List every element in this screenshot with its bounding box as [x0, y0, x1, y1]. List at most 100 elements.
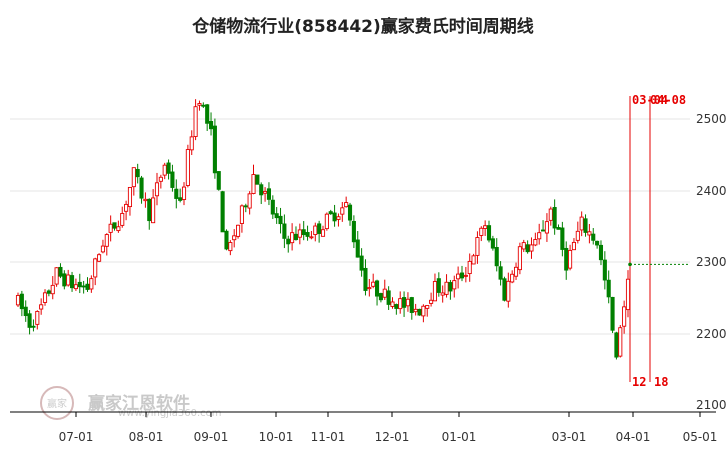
candle: [390, 297, 395, 309]
candle-body: [510, 273, 515, 283]
candle: [506, 272, 511, 308]
candle-body: [270, 199, 275, 215]
candle-body: [502, 278, 507, 301]
fib-date-label: 03-04: [632, 93, 668, 107]
candle-body: [181, 186, 187, 201]
candle-body: [614, 332, 619, 358]
candle: [359, 248, 364, 277]
candle: [54, 267, 59, 287]
candle-body: [35, 310, 40, 325]
candle-body: [378, 293, 383, 301]
candle: [398, 291, 403, 314]
candle-body: [575, 230, 580, 241]
candle: [23, 300, 28, 322]
candle-body: [598, 244, 604, 261]
candle-body: [421, 305, 426, 317]
candle-body: [363, 267, 368, 291]
candle: [502, 276, 507, 302]
candle: [93, 257, 98, 286]
y-tick-label: 2300: [696, 255, 726, 269]
candle: [417, 308, 422, 316]
candle: [498, 261, 503, 286]
candle: [486, 220, 492, 243]
candle-body: [336, 216, 341, 220]
candle-body: [494, 247, 499, 267]
candle-body: [560, 227, 565, 250]
candle: [15, 292, 21, 307]
x-axis: 07-01 08-01 09-01 10-01 11-01 12-01 01-01 03-01…: [10, 411, 717, 444]
candle-body: [506, 280, 511, 302]
candle: [77, 273, 82, 294]
candle: [336, 213, 341, 227]
candle-body: [417, 308, 422, 316]
candles: [15, 99, 631, 360]
candle-body: [54, 267, 59, 285]
candle: [108, 215, 113, 242]
candle-body: [178, 197, 183, 201]
candle-body: [205, 104, 210, 124]
candle: [548, 206, 553, 226]
candle: [255, 174, 260, 185]
candle: [297, 223, 302, 245]
candle-body: [344, 202, 349, 208]
candle-body: [247, 193, 252, 209]
candle: [301, 221, 306, 241]
candle: [591, 228, 596, 245]
candle-body: [239, 205, 244, 224]
candle-body: [216, 171, 221, 190]
candle: [162, 162, 167, 180]
candle-body: [62, 273, 67, 287]
x-tick-label: 09-01: [194, 430, 229, 444]
candle: [97, 253, 102, 263]
candle-body: [251, 174, 256, 194]
candle-body: [124, 203, 129, 212]
candle: [328, 209, 333, 215]
candle-body: [255, 174, 260, 185]
candle-body: [602, 259, 607, 281]
candle: [344, 196, 349, 208]
candle: [286, 235, 291, 253]
candle: [73, 278, 78, 291]
candle-body: [537, 232, 542, 240]
candle: [552, 199, 557, 235]
candle: [375, 279, 380, 306]
candle-body: [297, 229, 302, 238]
candle: [170, 164, 175, 192]
candle: [463, 266, 468, 283]
candle: [444, 274, 449, 298]
candle-body: [197, 103, 202, 106]
candle-body: [259, 184, 264, 196]
candle: [139, 175, 144, 204]
candle: [50, 276, 55, 300]
candle: [317, 220, 322, 243]
candle-body: [100, 245, 105, 253]
candle-body: [579, 216, 584, 231]
watermark-text: 赢家江恩软件: [88, 393, 190, 414]
candle-body: [544, 221, 549, 234]
candle-body: [147, 198, 152, 222]
candle-body: [425, 305, 430, 309]
candle-body: [228, 242, 233, 252]
candle: [541, 220, 546, 232]
candle-body: [70, 275, 75, 289]
candle: [243, 203, 248, 213]
candle-body: [23, 306, 28, 317]
candle-body: [73, 284, 78, 290]
x-tick-label: 10-01: [259, 430, 294, 444]
candle-body: [452, 280, 457, 290]
candle: [371, 273, 376, 289]
candle: [247, 191, 252, 215]
candle-body: [305, 232, 310, 237]
candle-body: [471, 255, 476, 265]
candle: [386, 286, 391, 310]
candle: [39, 298, 44, 315]
candle-body: [402, 297, 407, 308]
candle: [351, 215, 356, 249]
candle-body: [521, 242, 526, 250]
candle-body: [85, 283, 90, 290]
candle-body: [390, 301, 395, 307]
candle-body: [324, 213, 329, 230]
watermark-logo-text: 赢家: [47, 397, 67, 410]
candle: [282, 214, 287, 249]
x-tick-label: 12-01: [375, 430, 410, 444]
